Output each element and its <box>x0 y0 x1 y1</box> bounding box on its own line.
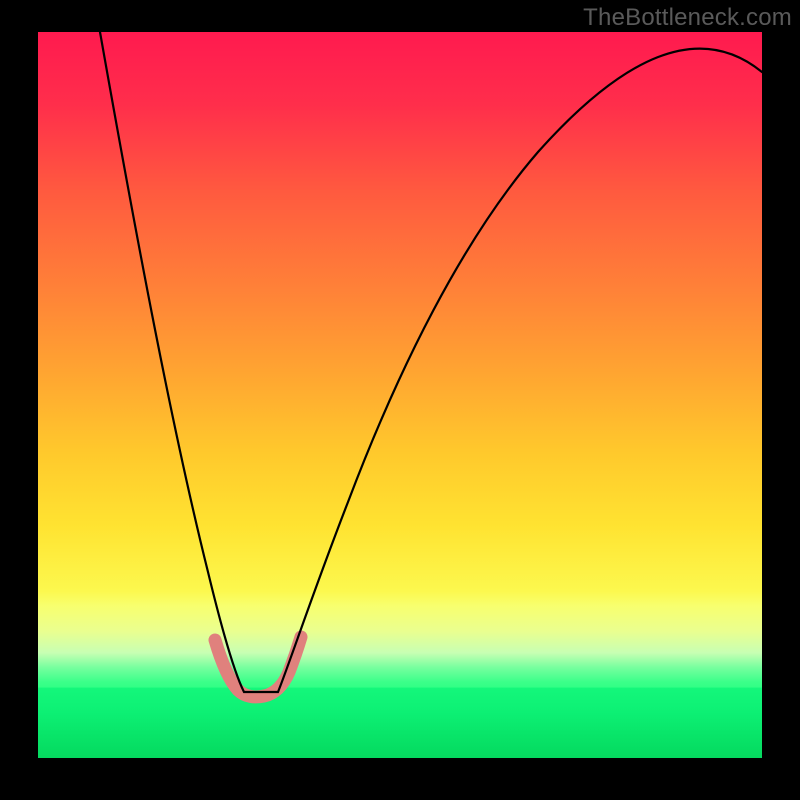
bottleneck-curve <box>100 32 762 692</box>
watermark-text: TheBottleneck.com <box>583 4 792 32</box>
plot-area <box>38 32 762 758</box>
curve-highlight <box>215 637 301 697</box>
green-band <box>38 688 762 758</box>
chart-canvas: TheBottleneck.com <box>0 0 800 800</box>
gradient-background <box>38 32 762 758</box>
chart-svg <box>38 32 762 758</box>
